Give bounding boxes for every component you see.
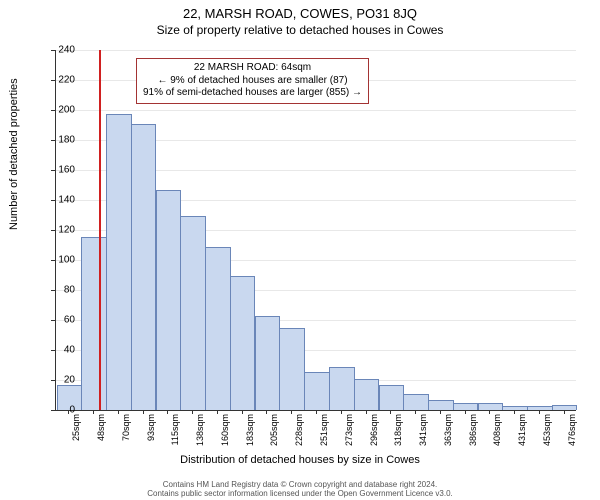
ytick-label: 100 [47, 255, 75, 266]
attribution-line2: Contains public sector information licen… [147, 489, 453, 498]
x-axis-label: Distribution of detached houses by size … [0, 454, 600, 466]
xtick-label: 138sqm [195, 410, 205, 446]
ytick-label: 140 [47, 195, 75, 206]
xtick-mark [514, 410, 515, 414]
histogram-bar [403, 394, 429, 410]
histogram-bar [354, 379, 380, 410]
xtick-label: 70sqm [121, 410, 131, 441]
xtick-mark [564, 410, 565, 414]
ytick-label: 60 [47, 315, 75, 326]
xtick-label: 160sqm [220, 410, 230, 446]
xtick-mark [489, 410, 490, 414]
histogram-bar [230, 276, 256, 411]
xtick-mark [539, 410, 540, 414]
annotation-box: 22 MARSH ROAD: 64sqm← 9% of detached hou… [136, 58, 369, 104]
xtick-mark [390, 410, 391, 414]
attribution-line1: Contains HM Land Registry data © Crown c… [163, 480, 438, 489]
ytick-label: 220 [47, 75, 75, 86]
plot-area: 25sqm48sqm70sqm93sqm115sqm138sqm160sqm18… [55, 50, 576, 411]
histogram-bar [453, 403, 479, 410]
xtick-mark [93, 410, 94, 414]
xtick-mark [192, 410, 193, 414]
xtick-mark [291, 410, 292, 414]
xtick-mark [341, 410, 342, 414]
xtick-label: 431sqm [517, 410, 527, 446]
xtick-label: 476sqm [567, 410, 577, 446]
xtick-label: 115sqm [170, 410, 180, 445]
ytick-label: 160 [47, 165, 75, 176]
xtick-label: 318sqm [393, 410, 403, 446]
xtick-mark [366, 410, 367, 414]
histogram-bar [304, 372, 330, 411]
xtick-label: 341sqm [418, 410, 428, 446]
histogram-bar [255, 316, 281, 410]
xtick-label: 453sqm [542, 410, 552, 446]
xtick-mark [266, 410, 267, 414]
xtick-label: 228sqm [294, 410, 304, 446]
ytick-label: 180 [47, 135, 75, 146]
chart-subtitle: Size of property relative to detached ho… [0, 21, 600, 37]
histogram-bar [205, 247, 231, 410]
annotation-line3: 91% of semi-detached houses are larger (… [143, 87, 362, 100]
xtick-label: 183sqm [245, 410, 255, 446]
xtick-mark [118, 410, 119, 414]
ytick-label: 240 [47, 45, 75, 56]
chart-container: 22, MARSH ROAD, COWES, PO31 8JQ Size of … [0, 0, 600, 500]
xtick-label: 93sqm [146, 410, 156, 441]
xtick-mark [143, 410, 144, 414]
annotation-line1: 22 MARSH ROAD: 64sqm [143, 62, 362, 75]
ytick-label: 40 [47, 345, 75, 356]
histogram-bar [106, 114, 132, 411]
xtick-label: 386sqm [468, 410, 478, 446]
xtick-mark [217, 410, 218, 414]
histogram-bar [329, 367, 355, 410]
xtick-label: 251sqm [319, 410, 329, 446]
gridline [56, 50, 576, 51]
xtick-label: 408sqm [492, 410, 502, 446]
gridline [56, 110, 576, 111]
ytick-label: 20 [47, 375, 75, 386]
xtick-label: 48sqm [96, 410, 106, 441]
histogram-bar [131, 124, 157, 410]
xtick-label: 205sqm [269, 410, 279, 446]
xtick-mark [415, 410, 416, 414]
histogram-bar [279, 328, 305, 410]
xtick-mark [465, 410, 466, 414]
histogram-bar [428, 400, 454, 410]
xtick-mark [440, 410, 441, 414]
xtick-mark [316, 410, 317, 414]
chart-title: 22, MARSH ROAD, COWES, PO31 8JQ [0, 0, 600, 21]
annotation-line2: ← 9% of detached houses are smaller (87) [143, 75, 362, 88]
xtick-label: 363sqm [443, 410, 453, 446]
reference-line [99, 50, 101, 410]
histogram-bar [156, 190, 182, 410]
histogram-bar [180, 216, 206, 411]
ytick-label: 200 [47, 105, 75, 116]
xtick-mark [167, 410, 168, 414]
y-axis-label: Number of detached properties [8, 78, 20, 230]
xtick-label: 296sqm [369, 410, 379, 446]
ytick-label: 80 [47, 285, 75, 296]
ytick-label: 0 [47, 405, 75, 416]
histogram-bar [478, 403, 504, 410]
ytick-label: 120 [47, 225, 75, 236]
xtick-label: 273sqm [344, 410, 354, 446]
xtick-mark [242, 410, 243, 414]
attribution-text: Contains HM Land Registry data © Crown c… [0, 480, 600, 498]
histogram-bar [81, 237, 107, 411]
histogram-bar [379, 385, 405, 410]
